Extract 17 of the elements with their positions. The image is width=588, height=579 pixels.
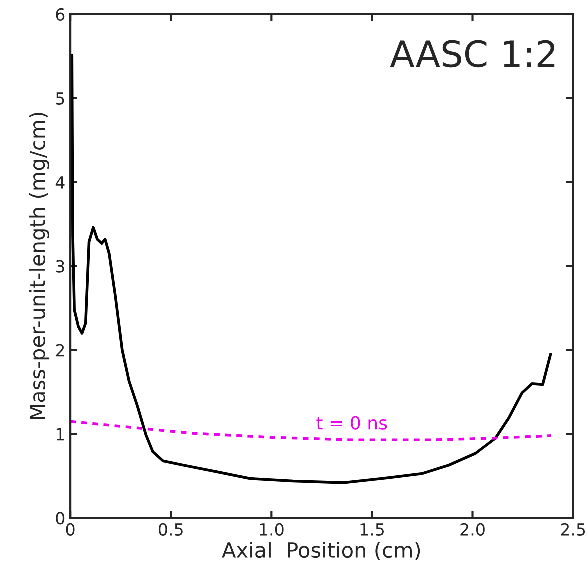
x-tick-label: 2.0 — [460, 523, 485, 536]
text: AASC 1:2 — [390, 40, 555, 68]
y-tick-label: 0 — [56, 512, 65, 525]
y-tick-label: 5 — [56, 92, 64, 105]
y-tick-label: 4 — [56, 176, 65, 189]
x-tick-label: 1.0 — [260, 523, 284, 536]
x-tick-label: 1.5 — [360, 524, 384, 536]
y-tick-label: 2 — [56, 344, 64, 357]
x-tick-label: 0 — [66, 523, 75, 536]
series-label: t = 0 ns — [316, 416, 388, 430]
y-tick-label: 1 — [56, 428, 64, 441]
x-axis-title: Axial Position (cm) — [222, 542, 420, 561]
y-axis-title: Mass-per-unit-length (mg/cm) — [29, 113, 50, 420]
y-tick-label: 3 — [56, 260, 64, 273]
x-tick-label: 2.5 — [561, 523, 586, 536]
y-tick-label: 6 — [56, 8, 65, 22]
x-tick-label: 0.5 — [158, 523, 183, 536]
